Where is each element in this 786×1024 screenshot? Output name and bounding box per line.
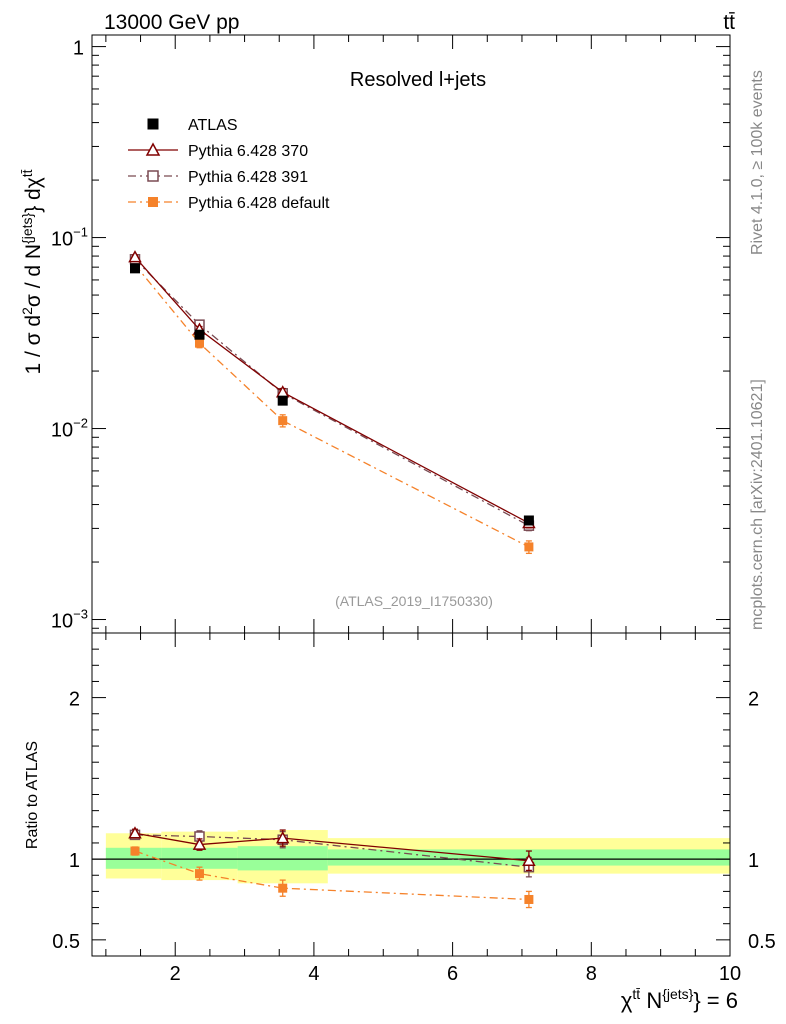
series-pythia-6-428-default [130,846,534,909]
chart-title: Resolved l+jets [350,69,486,91]
legend-item: ATLAS [147,117,238,134]
legend-label: Pythia 6.428 370 [188,143,308,160]
legend: ATLAS Pythia 6.428 370 Pythia 6.428 391 Pyt… [128,117,330,212]
data-point [524,542,534,552]
data-point [147,170,159,182]
data-point [128,826,142,839]
series-pythia-6-428-370 [128,826,536,872]
data-point [275,831,290,844]
series-line [134,834,529,868]
legend-item: Pythia 6.428 370 [128,142,308,160]
y-tick-label: 1 [69,850,80,872]
series-line [134,264,530,548]
data-point [278,883,288,893]
mcplots-label: mcplots.cern.ch [arXiv:2401.10621] [749,379,766,630]
x-tick-label: 8 [586,963,597,985]
series-pythia-6-428-default [130,260,534,555]
ratio-plot-frame [91,632,731,957]
stat-uncertainty-band [105,847,162,869]
y-tick-label: 10−3 [51,607,88,633]
data-point [194,338,204,348]
data-point [277,395,288,406]
energy-label: 13000 GeV pp [104,11,239,34]
y-tick-label: 2 [69,689,80,711]
rivet-version-label: Rivet 4.1.0, ≥ 100k events [749,70,766,255]
series-line [134,850,529,901]
legend-item: Pythia 6.428 391 [128,169,308,186]
legend-label: Pythia 6.428 default [188,195,330,212]
y-tick-label: 10−1 [51,225,88,251]
stat-uncertainty-band [161,847,238,869]
stat-uncertainty-band [237,846,328,871]
series-pythia-6-428-370 [128,250,536,529]
y-tick-label-right: 1 [748,850,759,872]
y-tick-label-right: 2 [748,689,759,711]
main-y-axis-label: 1 / σ d2σ / d N{jets}} dχtt̄ [19,169,45,374]
series-line [134,832,529,862]
ratio-y-axis-label: Ratio to ATLAS [24,741,41,849]
series-atlas [129,263,534,526]
data-point [130,846,140,856]
data-point [147,118,159,130]
analysis-watermark: (ATLAS_2019_I1750330) [335,593,493,609]
x-axis-label: χtt̄ N{jets}} = 6 [621,986,738,1013]
data-point [129,263,140,274]
y-tick-label-right: 0.5 [748,931,776,953]
y-tick-label: 1 [73,38,84,60]
data-point [194,329,205,340]
ratio-panel: 0.5 0.5 1 1 2 2 2 4 6 8 10 Ratio to ATLAS χtt̄ N{j… [24,632,776,1013]
data-point [145,142,161,156]
data-point [523,515,534,526]
series-line [134,258,530,527]
y-tick-label: 0.5 [52,931,80,953]
x-tick-label: 10 [719,963,741,985]
legend-label: ATLAS [188,117,238,134]
data-point [194,869,204,879]
data-point [522,853,536,866]
series-line [134,256,530,524]
data-point [278,416,288,426]
x-tick-label: 6 [447,963,458,985]
series-pythia-6-428-391 [129,253,535,532]
process-label: tt̄ [723,11,735,34]
legend-item: Pythia 6.428 default [128,195,330,212]
y-tick-label: 10−2 [51,416,88,442]
x-tick-label: 4 [308,963,319,985]
data-point [148,197,158,207]
main-panel: Resolved l+jets (ATLAS_2019_I1750330) 1 … [19,34,731,634]
data-point [524,894,534,904]
data-point [128,250,142,263]
x-tick-label: 2 [170,963,181,985]
data-point [192,837,207,850]
legend-label: Pythia 6.428 391 [188,169,308,186]
